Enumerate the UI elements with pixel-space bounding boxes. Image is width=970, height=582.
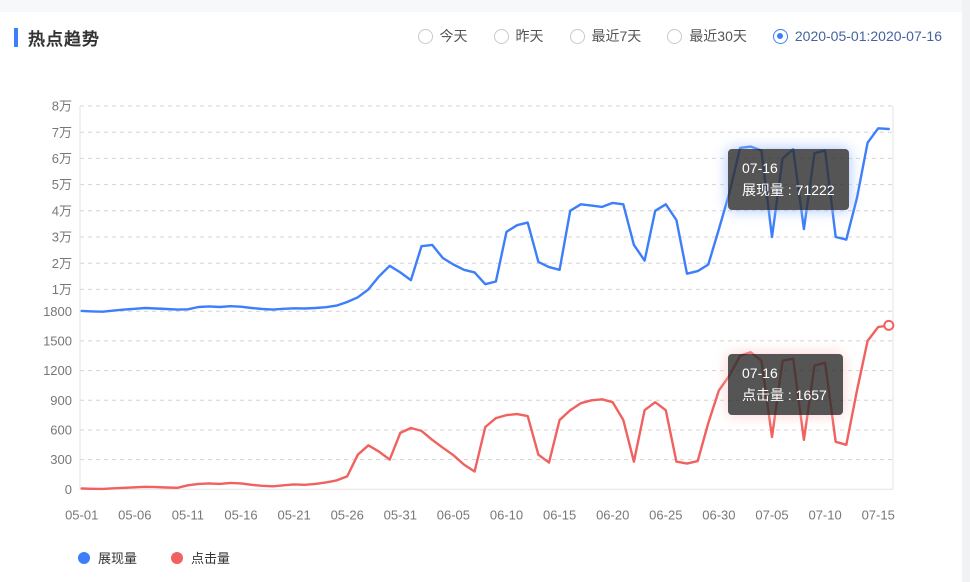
filter-radio-last7days[interactable]: 最近7天: [569, 26, 641, 46]
axis-tick-label: 07-05: [755, 508, 788, 523]
tooltip-date: 07-16: [742, 160, 778, 176]
axis-tick-label: 05-06: [118, 508, 151, 523]
radio-icon: [493, 28, 509, 44]
axis-tick-label: 06-10: [490, 508, 523, 523]
chart-legend: 展现量 点击量: [78, 548, 230, 567]
tooltip-impressions: 07-16 展现量 : 71222: [728, 149, 849, 210]
axis-tick-label: 07-15: [862, 508, 895, 523]
date-filter-group: 今天 昨天 最近7天 最近30天 2020-05-01:2020-07-16: [417, 26, 942, 46]
radio-icon: [569, 28, 585, 44]
axis-tick-label: 06-20: [596, 508, 629, 523]
filter-radio-daterange[interactable]: 2020-05-01:2020-07-16: [772, 28, 942, 44]
panel-header: 热点趋势 今天 昨天 最近7天 最近30天 2020-05-01:2020-07…: [0, 14, 960, 60]
axis-tick-label: 06-30: [702, 508, 735, 523]
legend-dot-icon: [78, 551, 90, 564]
series-endpoint-marker: [883, 319, 895, 331]
axis-tick-label: 06-15: [543, 508, 576, 523]
axis-tick-label: 1200: [43, 363, 72, 378]
radio-icon: [667, 28, 683, 44]
axis-tick-label: 1800: [43, 304, 72, 319]
page-top-strip: [0, 0, 970, 12]
axis-tick-label: 05-11: [172, 508, 204, 523]
tooltip-value: 点击量 : 1657: [742, 387, 827, 403]
axis-tick-label: 05-31: [384, 508, 417, 523]
page-scrollbar[interactable]: [962, 0, 970, 582]
trend-line-chart[interactable]: 1万 2万 3万 4万 5万 6万 7万 8万 0 300 600 900 1200 1500 1800 05…: [0, 70, 970, 582]
tooltip-date: 07-16: [742, 365, 778, 381]
line-series-展现量[interactable]: [80, 127, 890, 313]
page-title: 热点趋势: [28, 30, 100, 49]
axis-tick-label: 05-26: [331, 508, 364, 523]
axis-tick-label: 05-16: [224, 508, 257, 523]
axis-tick-label: 6万: [52, 151, 72, 166]
axis-tick-label: 4万: [52, 203, 72, 218]
tooltip-clicks: 07-16 点击量 : 1657: [728, 354, 843, 415]
filter-radio-last30days[interactable]: 最近30天: [667, 26, 747, 46]
axis-tick-label: 7万: [52, 125, 72, 140]
title-wrap: 热点趋势: [14, 25, 100, 50]
radio-selected-icon: [772, 28, 788, 44]
axis-tick-label: 3万: [52, 230, 72, 245]
title-accent-bar: [14, 28, 18, 47]
filter-radio-today[interactable]: 今天: [417, 26, 468, 46]
tooltip-value: 展现量 : 71222: [742, 182, 835, 198]
axis-tick-label: 07-10: [808, 508, 841, 523]
axis-tick-label: 05-01: [65, 508, 98, 523]
legend-impressions[interactable]: 展现量: [78, 548, 137, 567]
axis-tick-label: 600: [50, 422, 72, 437]
axis-tick-label: 1万: [52, 282, 72, 297]
legend-clicks[interactable]: 点击量: [171, 548, 230, 567]
axis-tick-label: 06-05: [437, 508, 470, 523]
filter-radio-yesterday[interactable]: 昨天: [493, 26, 544, 46]
axis-tick-label: 1500: [43, 333, 72, 348]
axis-tick-label: 2万: [52, 256, 72, 271]
axis-tick-label: 05-21: [277, 508, 310, 523]
axis-tick-label: 300: [50, 452, 72, 467]
axis-tick-label: 0: [65, 482, 72, 497]
legend-dot-icon: [171, 551, 184, 564]
axis-tick-label: 8万: [52, 99, 72, 114]
axis-tick-label: 06-25: [649, 508, 682, 523]
radio-icon: [417, 28, 433, 44]
axis-tick-label: 900: [50, 393, 72, 408]
axis-tick-label: 5万: [52, 177, 72, 192]
